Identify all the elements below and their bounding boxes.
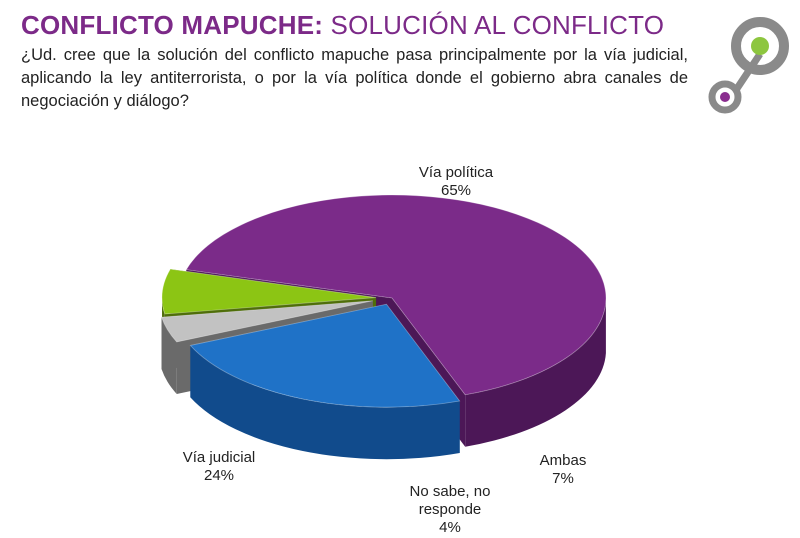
slice-label: Ambas 7% (540, 452, 587, 487)
page-title: CONFLICTO MAPUCHE: SOLUCIÓN AL CONFLICTO (21, 10, 664, 41)
logo-ring-large (731, 17, 789, 75)
title-light: SOLUCIÓN AL CONFLICTO (330, 10, 665, 40)
slice-name-label: No sabe, no (410, 483, 491, 500)
pie-slice-no-sabe-no-responde (161, 300, 373, 343)
slice-name-label: responde (419, 501, 482, 518)
slice-label: No sabe, no responde 4% (410, 483, 491, 536)
pie-slice-wall (465, 301, 606, 447)
slice-label: Vía judicial 24% (183, 449, 256, 484)
slice-value-label: 4% (439, 519, 461, 536)
pie-tops (161, 194, 607, 408)
pie-slice-v-a-judicial (189, 303, 461, 408)
brand-logo-icon (708, 17, 789, 114)
pie-slice-wall (190, 345, 460, 460)
pie-slice-v-a-pol-tica (185, 194, 607, 396)
logo-ring-small (708, 80, 742, 114)
survey-question: ¿Ud. cree que la solución del conflicto … (21, 46, 688, 110)
title-strong: CONFLICTO MAPUCHE: (21, 10, 324, 40)
pie-slice-wall (161, 317, 177, 394)
logo-dot-purple (720, 92, 730, 102)
slice-name-label: Ambas (540, 452, 587, 469)
pie-slice-ambas (161, 268, 377, 315)
logo-dot-green (751, 37, 769, 55)
slice-value-label: 7% (552, 470, 574, 487)
slice-name-label: Vía política (419, 164, 494, 181)
slice-value-label: 24% (204, 467, 234, 484)
pie-labels: Vía política 65% Ambas 7% No sabe, no respond… (183, 164, 587, 536)
slice-name-label: Vía judicial (183, 449, 256, 466)
slice-value-label: 65% (441, 182, 471, 199)
slice-label: Vía política 65% (419, 164, 494, 199)
